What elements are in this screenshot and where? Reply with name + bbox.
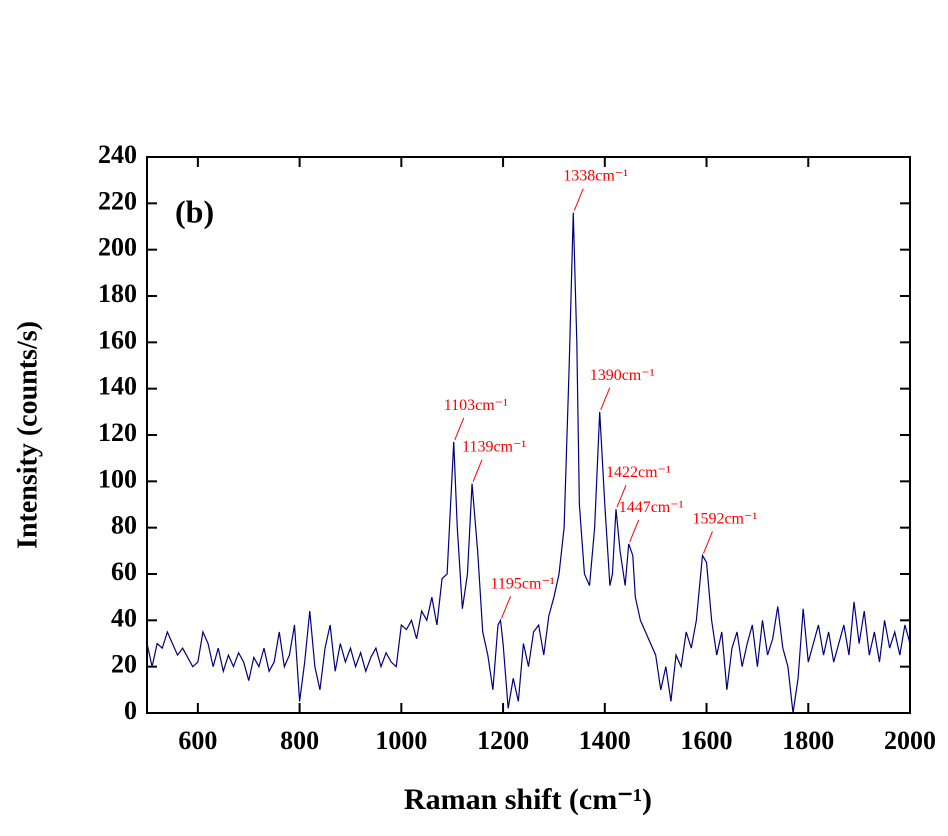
- y-tick-label: 60: [111, 557, 137, 586]
- annotation-label: 1447cm⁻¹: [619, 499, 684, 516]
- y-tick-label: 0: [124, 696, 137, 725]
- annotation-leader: [629, 519, 640, 543]
- x-tick-label: 1600: [681, 726, 733, 755]
- y-tick-label: 20: [111, 650, 137, 679]
- x-axis-label: Raman shift (cm⁻¹): [404, 783, 652, 816]
- annotation-leader: [616, 484, 627, 508]
- x-tick-label: 1800: [782, 726, 834, 755]
- x-tick-label: 1000: [375, 726, 427, 755]
- y-tick-label: 180: [98, 279, 137, 308]
- annotation-label: 1390cm⁻¹: [590, 367, 655, 384]
- x-tick-label: 1200: [477, 726, 529, 755]
- annotation-label: 1422cm⁻¹: [606, 464, 671, 481]
- panel-label: (b): [175, 193, 214, 229]
- annotation-leader: [573, 188, 584, 211]
- spectrum-line: [146, 212, 911, 714]
- x-tick-label: 1400: [579, 726, 631, 755]
- y-tick-label: 160: [98, 325, 137, 354]
- annotation-leader: [600, 387, 611, 411]
- y-tick-label: 80: [111, 511, 137, 540]
- annotation-label: 1103cm⁻¹: [444, 397, 508, 414]
- y-tick-label: 140: [98, 372, 137, 401]
- y-tick-label: 120: [98, 418, 137, 447]
- y-tick-label: 200: [98, 233, 137, 262]
- annotation-label: 1139cm⁻¹: [462, 439, 526, 456]
- annotation-label: 1195cm⁻¹: [491, 575, 555, 592]
- annotation-label: 1592cm⁻¹: [692, 510, 757, 527]
- y-axis-label: Intensity (counts/s): [12, 321, 43, 549]
- y-tick-label: 220: [98, 186, 137, 215]
- annotation-leader: [501, 596, 511, 619]
- annotation-leader: [472, 459, 483, 482]
- annotation-label: 1338cm⁻¹: [563, 168, 628, 185]
- x-tick-label: 2000: [884, 726, 936, 755]
- annotation-leader: [454, 417, 465, 441]
- x-tick-label: 600: [178, 726, 217, 755]
- annotation-leader: [703, 531, 713, 554]
- y-tick-label: 40: [111, 603, 137, 632]
- y-tick-label: 100: [98, 464, 137, 493]
- y-tick-label: 240: [98, 140, 137, 169]
- plot-frame: [146, 156, 911, 714]
- x-tick-label: 800: [280, 726, 319, 755]
